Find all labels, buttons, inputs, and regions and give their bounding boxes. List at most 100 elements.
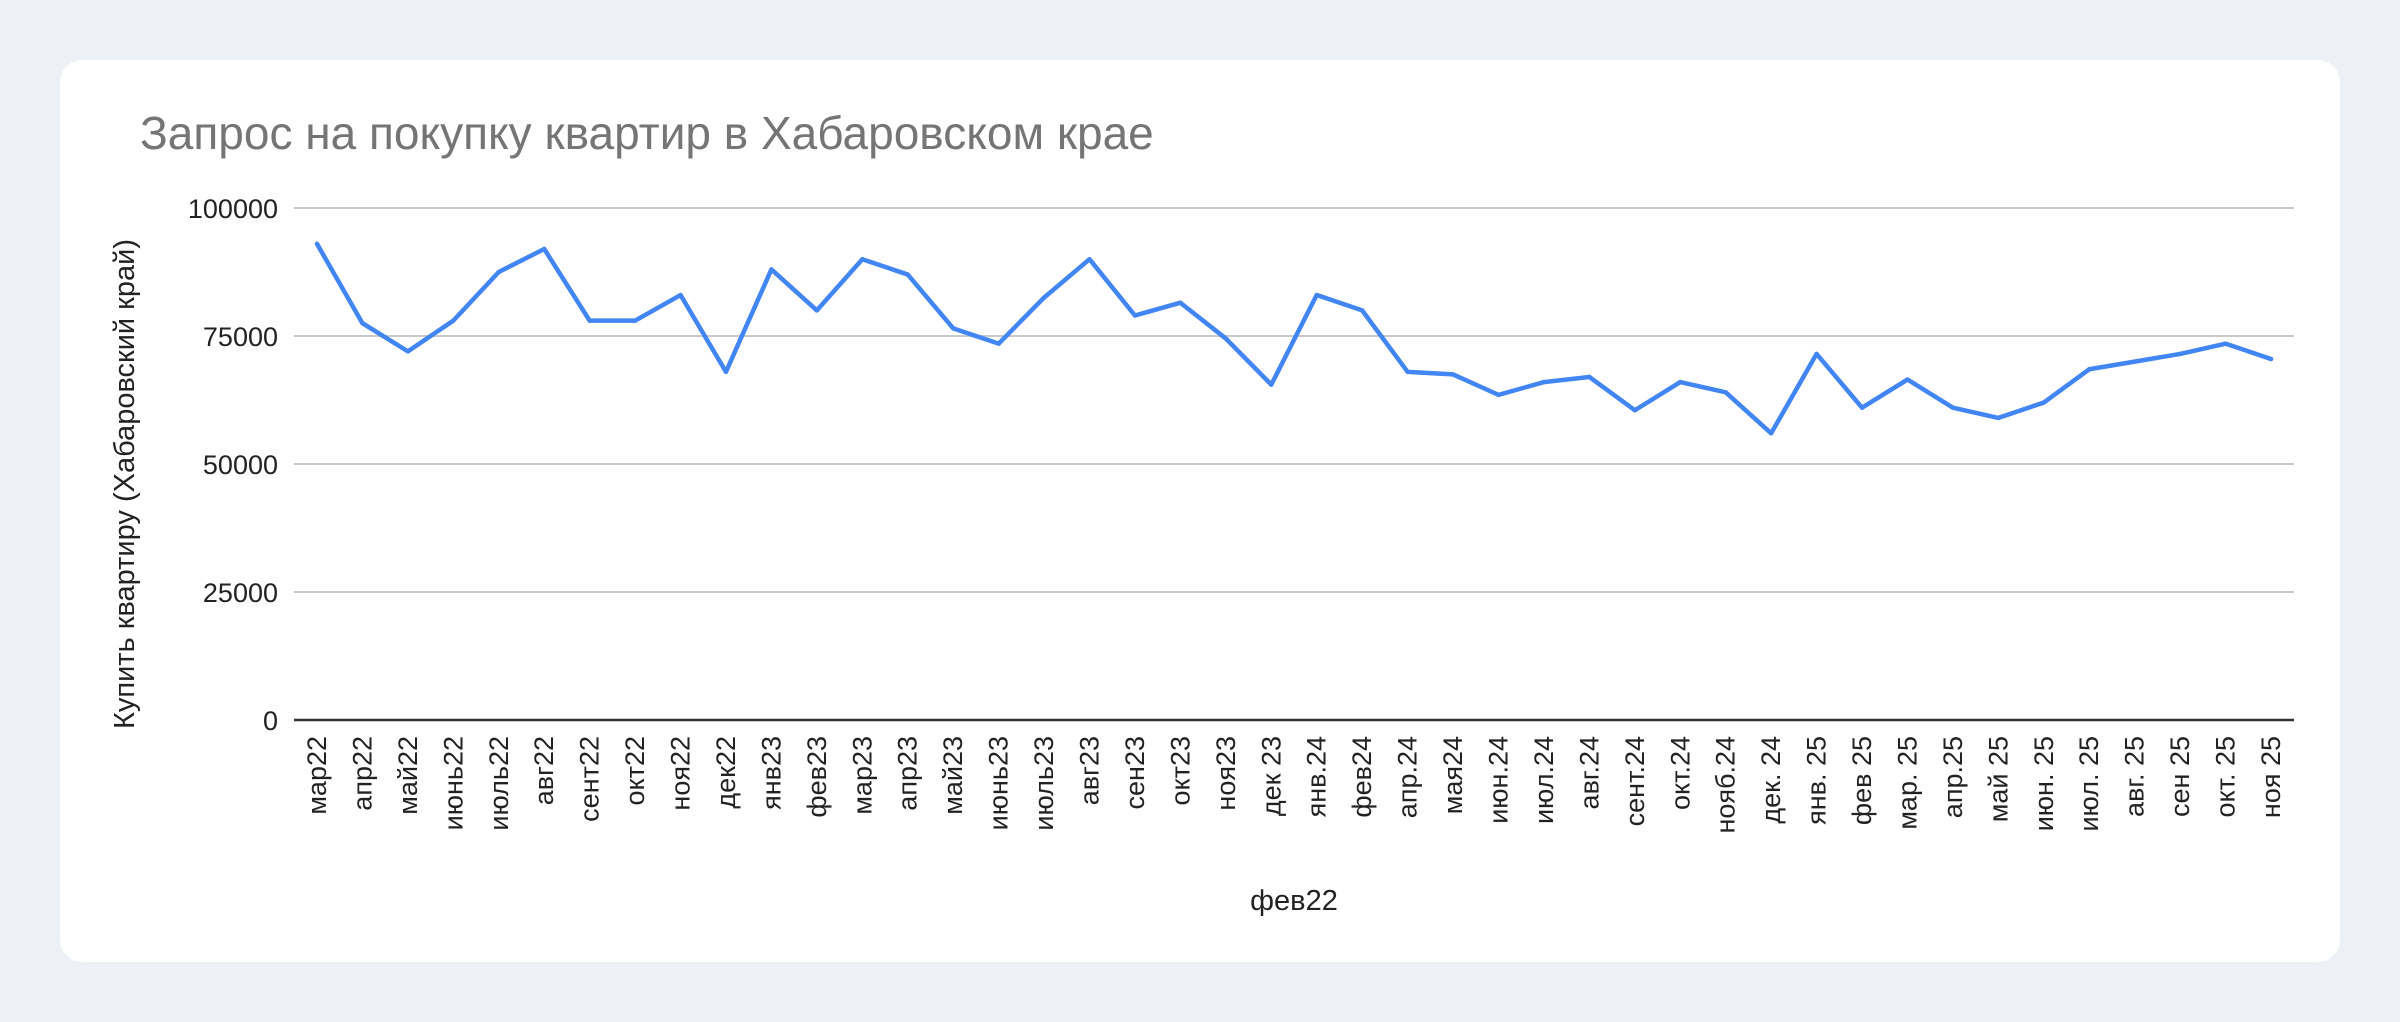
y-axis-ticks: 0 25000 50000 75000 100000 xyxy=(188,194,278,736)
y-tick-label: 50000 xyxy=(203,450,278,480)
x-tick-label: фев24 xyxy=(1347,736,1377,818)
data-point xyxy=(2223,341,2228,346)
x-tick-label: апр23 xyxy=(893,736,923,811)
series-points xyxy=(314,241,2274,436)
x-axis-title: фев22 xyxy=(1250,885,1338,917)
data-point xyxy=(2177,351,2183,357)
data-point xyxy=(587,318,592,323)
x-tick-label: май23 xyxy=(938,736,968,815)
data-point xyxy=(1859,405,1865,410)
data-point xyxy=(1768,431,1774,436)
data-point xyxy=(1314,292,1319,298)
data-point xyxy=(1132,313,1138,318)
x-tick-label: июл.24 xyxy=(1529,736,1559,824)
x-tick-label: мар22 xyxy=(302,736,332,815)
x-tick-label: фев23 xyxy=(802,736,832,818)
data-point xyxy=(360,321,365,326)
x-tick-label: янв. 25 xyxy=(1802,736,1832,825)
data-point xyxy=(405,349,411,354)
x-tick-label: окт22 xyxy=(620,736,650,806)
x-tick-label: авг. 25 xyxy=(2120,736,2150,817)
data-point xyxy=(814,308,820,313)
x-tick-label: окт.24 xyxy=(1665,736,1695,810)
x-tick-label: дек22 xyxy=(711,736,741,809)
data-point xyxy=(1541,379,1547,385)
data-point xyxy=(314,241,320,247)
x-tick-label: мар23 xyxy=(847,736,877,815)
chart-card xyxy=(60,60,2340,962)
x-tick-label: авг.24 xyxy=(1574,736,1604,809)
data-point xyxy=(1450,372,1456,377)
x-tick-label: июн. 25 xyxy=(2029,736,2059,831)
x-tick-label: июн.24 xyxy=(1483,736,1513,824)
x-tick-label: авг22 xyxy=(529,736,559,805)
data-point xyxy=(1178,300,1183,305)
x-tick-label: апр.24 xyxy=(1393,736,1423,818)
data-point xyxy=(860,257,865,262)
x-axis-ticks: мар22 апр22 май22 июнь22 июль22 авг22 сент22 ок… xyxy=(302,736,2286,834)
chart-title: Запрос на покупку квартир в Хабаровском … xyxy=(140,107,1154,159)
data-point xyxy=(632,318,638,323)
data-point xyxy=(1496,392,1501,398)
x-tick-label: сен 25 xyxy=(2165,736,2195,817)
x-tick-label: апр22 xyxy=(347,736,377,811)
data-point xyxy=(2041,400,2046,405)
x-tick-label: янв23 xyxy=(756,736,786,810)
data-point xyxy=(2132,359,2137,364)
data-point xyxy=(1632,408,1638,413)
x-tick-label: июнь23 xyxy=(984,736,1014,830)
x-tick-label: июль23 xyxy=(1029,736,1059,831)
x-tick-label: июнь22 xyxy=(438,736,468,830)
y-axis-title: Купить квартиру (Хабаровский край) xyxy=(109,239,141,729)
data-point xyxy=(1087,257,1092,262)
x-tick-label: окт. 25 xyxy=(2211,736,2241,818)
data-point xyxy=(723,369,729,375)
gridlines xyxy=(294,207,2294,593)
x-tick-label: мар. 25 xyxy=(1892,736,1922,830)
data-point xyxy=(1678,379,1683,385)
x-tick-label: ноя23 xyxy=(1211,736,1241,811)
y-tick-label: 100000 xyxy=(188,194,278,224)
data-point xyxy=(451,318,456,323)
data-point xyxy=(2268,356,2274,362)
x-tick-label: июль22 xyxy=(484,736,514,831)
data-point xyxy=(1996,415,2001,421)
x-tick-label: сент22 xyxy=(575,736,605,822)
x-tick-label: мая24 xyxy=(1438,736,1468,814)
series-line xyxy=(314,241,2274,436)
x-tick-label: май 25 xyxy=(1983,736,2013,822)
data-point xyxy=(1950,405,1956,410)
x-tick-label: ноя 25 xyxy=(2256,736,2286,818)
data-point xyxy=(1041,295,1047,300)
data-point xyxy=(1905,377,1910,382)
data-point xyxy=(1269,382,1274,387)
x-tick-label: сен23 xyxy=(1120,736,1150,809)
y-tick-label: 25000 xyxy=(203,578,278,608)
data-point xyxy=(1587,374,1592,380)
data-point xyxy=(678,292,683,298)
data-point xyxy=(1223,336,1229,341)
y-tick-label: 75000 xyxy=(203,322,278,352)
data-point xyxy=(996,341,1001,346)
data-point xyxy=(1405,369,1410,375)
x-tick-label: ноя22 xyxy=(666,736,696,811)
data-point xyxy=(1359,308,1365,313)
x-tick-label: сент.24 xyxy=(1620,736,1650,826)
data-point xyxy=(2087,367,2092,372)
x-tick-label: окт23 xyxy=(1165,736,1195,806)
data-point xyxy=(1723,390,1728,395)
data-point xyxy=(769,267,774,272)
x-tick-label: авг23 xyxy=(1075,736,1105,805)
data-point xyxy=(905,272,910,277)
x-tick-label: июл. 25 xyxy=(2074,736,2104,832)
data-point xyxy=(542,246,547,252)
data-point xyxy=(496,269,501,275)
data-point xyxy=(1814,351,1819,357)
y-tick-label: 0 xyxy=(263,706,278,736)
x-tick-label: фев 25 xyxy=(1847,736,1877,825)
x-tick-label: апр.25 xyxy=(1938,736,1968,818)
data-point xyxy=(950,326,956,331)
x-tick-label: янв.24 xyxy=(1302,736,1332,817)
x-tick-label: дек 23 xyxy=(1256,736,1286,816)
